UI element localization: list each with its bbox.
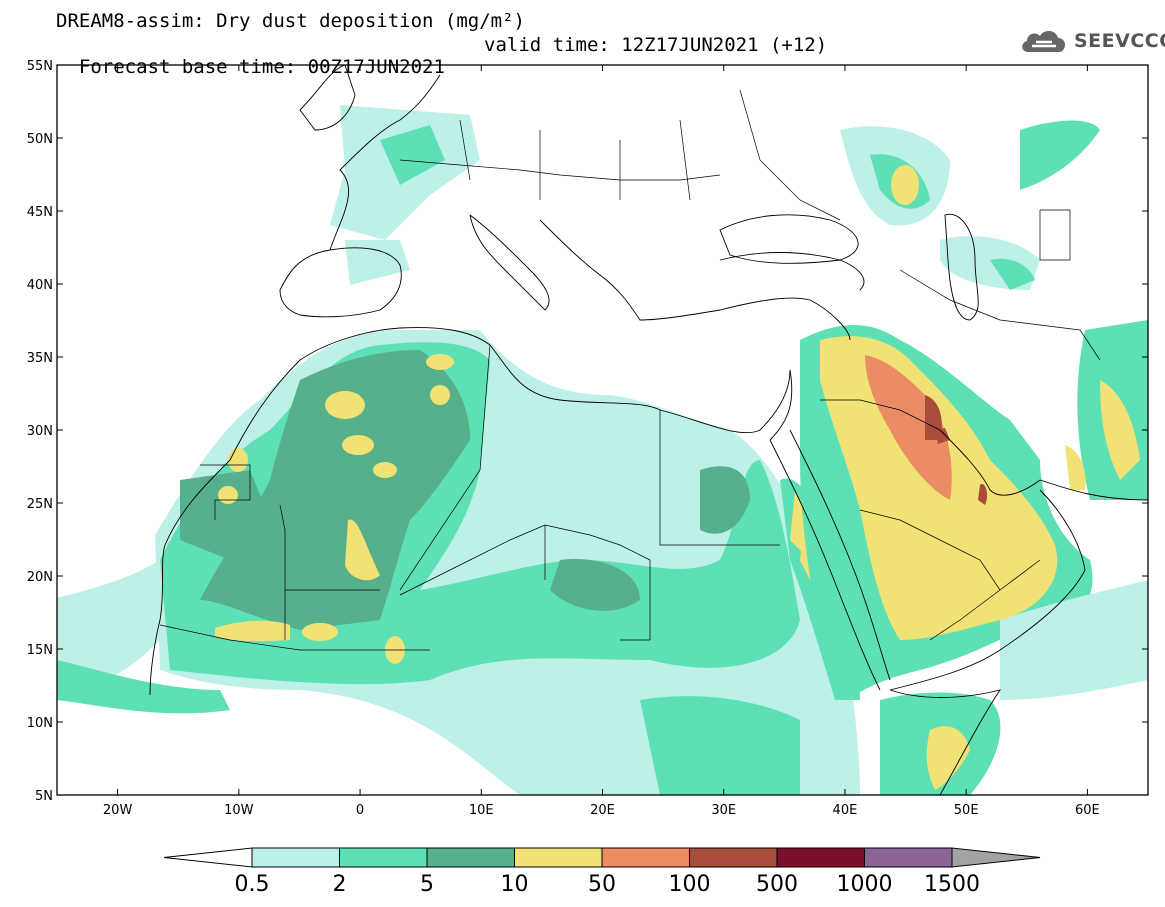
colorbar-label: 500 [756, 872, 798, 897]
colorbar-swatch [514, 847, 603, 868]
colorbar-under-triangle [163, 847, 253, 868]
lat-tick-label: 15N [27, 643, 53, 658]
lon-tick-label: 40E [833, 803, 858, 818]
colorbar-swatch [339, 847, 428, 868]
valid-time: valid time: 12Z17JUN2021 (+12) [484, 34, 828, 56]
colorbar-label: 10 [500, 872, 529, 897]
lat-tick-label: 35N [27, 351, 53, 366]
base-time: Forecast base time: 00Z17JUN2021 [78, 56, 445, 78]
lon-tick-label: 20W [103, 803, 133, 818]
lat-tick-label: 45N [27, 205, 53, 220]
country-borders [159, 89, 1101, 651]
lon-tick-label: 30E [711, 803, 736, 818]
cloud-icon [1022, 30, 1066, 52]
colorbar-swatch [864, 847, 953, 868]
lon-tick-label: 50E [954, 803, 979, 818]
forecast-times: Forecast base time: 00Z17JUN2021 valid t… [56, 34, 827, 100]
coastlines [149, 65, 1148, 795]
lat-tick-label: 50N [27, 132, 53, 147]
colorbar-over-triangle [951, 847, 1041, 868]
map-title: DREAM8-assim: Dry dust deposition (mg/m²… [56, 10, 525, 32]
lat-tick-label: 40N [27, 278, 53, 293]
lon-tick-label: 20E [590, 803, 615, 818]
lat-tick-label: 5N [35, 789, 53, 804]
colorbar-label: 100 [668, 872, 711, 897]
colorbar-label: 5 [420, 872, 434, 897]
lat-tick-label: 10N [27, 716, 53, 731]
logo-text: SEEVCCC [1074, 30, 1165, 52]
colorbar-label: 1000 [836, 872, 893, 897]
seevccc-logo: SEEVCCC [1018, 24, 1165, 58]
lat-tick-label: 25N [27, 497, 53, 512]
lat-tick-label: 30N [27, 424, 53, 439]
axis-ticks: 55N 50N 45N 40N 35N 30N 25N 20N 15N 10N 5N 20W 10W 0 1… [27, 59, 1148, 818]
colorbar [163, 847, 1041, 868]
lat-tick-label: 55N [27, 59, 53, 74]
lon-tick-label: 60E [1075, 803, 1100, 818]
colorbar-label: 0.5 [234, 872, 270, 897]
colorbar-swatch [251, 847, 340, 868]
lat-tick-label: 20N [27, 570, 53, 585]
colorbar-swatch [601, 847, 690, 868]
lon-tick-label: 0 [356, 803, 364, 818]
deposition-field [57, 105, 1148, 795]
colorbar-swatch [426, 847, 515, 868]
colorbar-label: 2 [332, 872, 347, 897]
colorbar-label: 50 [588, 872, 616, 897]
colorbar-swatch [776, 847, 865, 868]
lon-tick-label: 10E [469, 803, 494, 818]
colorbar-swatch [689, 847, 778, 868]
lon-tick-label: 10W [224, 803, 254, 818]
colorbar-label: 1500 [924, 872, 980, 897]
